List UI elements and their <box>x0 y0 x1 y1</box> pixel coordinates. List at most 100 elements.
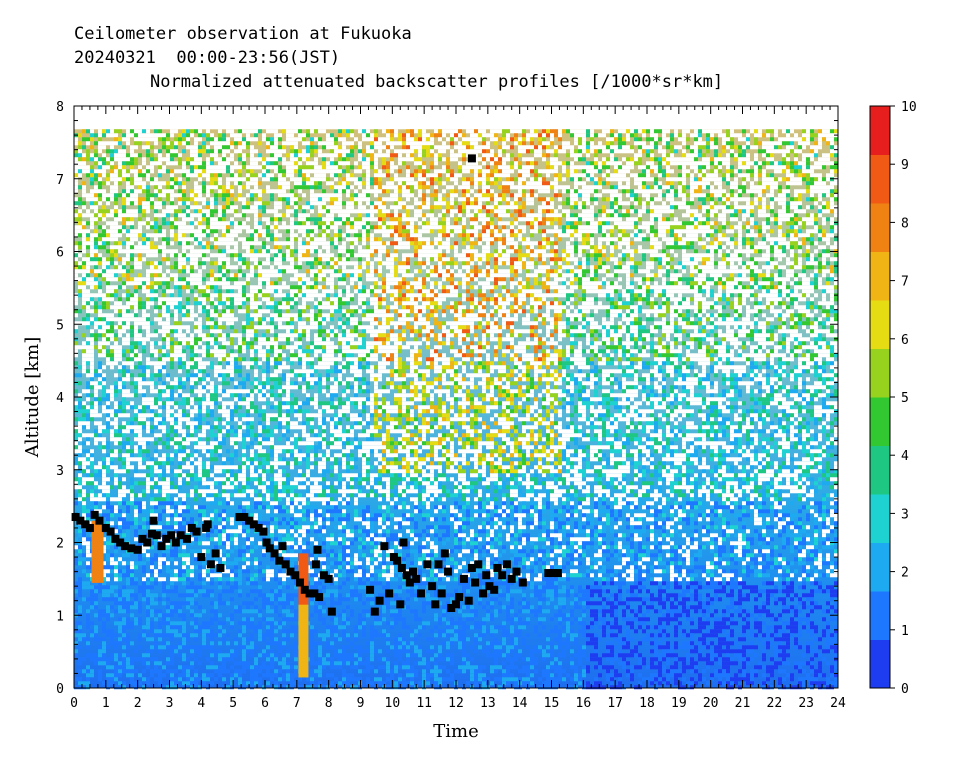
cloud-base-marker <box>176 531 185 540</box>
x-tick-label: 14 <box>512 696 528 711</box>
cloud-base-marker <box>143 538 152 547</box>
cloud-base-marker <box>428 582 437 591</box>
cloud-base-marker <box>440 549 449 558</box>
cloud-base-marker <box>431 600 440 609</box>
x-tick-label: 22 <box>767 696 783 711</box>
colorbar-tick-label: 9 <box>901 158 909 173</box>
cloud-base-marker <box>197 553 206 562</box>
colorbar-segment <box>870 154 890 204</box>
cloud-base-marker <box>147 529 156 538</box>
cloud-base-marker <box>152 531 161 540</box>
x-tick-label: 10 <box>385 696 401 711</box>
cloud-base-marker <box>249 520 258 529</box>
cloud-base-marker <box>127 544 136 553</box>
cloud-base-marker <box>296 578 305 587</box>
cloud-base-marker <box>493 563 502 572</box>
x-tick-label: 3 <box>166 696 174 711</box>
x-tick-label: 9 <box>357 696 365 711</box>
cloud-base-marker <box>490 585 499 594</box>
cloud-base-marker <box>467 154 476 163</box>
x-tick-label: 7 <box>293 696 301 711</box>
cloud-base-marker <box>409 567 418 576</box>
x-axis: 0 1 2 3 4 5 6 7 8 9 10 11 12 13 14 15 16 17 18 19 20 21 22 23 24 <box>70 106 846 711</box>
y-tick-label: 5 <box>56 318 64 333</box>
cloud-base-marker <box>76 516 85 525</box>
x-tick-label: 23 <box>798 696 814 711</box>
x-tick-label: 8 <box>325 696 333 711</box>
colorbar-segment <box>870 348 890 398</box>
colorbar-segment <box>870 106 890 155</box>
cloud-base-marker <box>85 523 94 532</box>
colorbar-tick-label: 3 <box>901 507 909 522</box>
x-tick-label: 19 <box>671 696 687 711</box>
cloud-base-marker <box>116 538 125 547</box>
cloud-base-marker <box>464 596 473 605</box>
y-tick-label: 6 <box>56 246 64 261</box>
cloud-base-marker <box>291 571 300 580</box>
cloud-base-marker <box>183 534 192 543</box>
cloud-base-marker <box>434 560 443 569</box>
colorbar-segment <box>870 591 890 640</box>
y-tick-label: 8 <box>56 100 64 115</box>
colorbar-segment <box>870 397 890 446</box>
cloud-base-marker <box>455 593 464 602</box>
chart-subtitle: Normalized attenuated backscatter profil… <box>150 72 724 92</box>
colorbar-tick-label: 0 <box>901 682 909 697</box>
cloud-base-marker <box>397 563 406 572</box>
x-tick-label: 4 <box>197 696 205 711</box>
cloud-base-marker <box>265 544 274 553</box>
cloud-base-marker <box>216 563 225 572</box>
x-tick-label: 18 <box>639 696 655 711</box>
cloud-base-marker <box>380 542 389 551</box>
cloud-base-marker <box>467 563 476 572</box>
cloud-base-marker <box>370 607 379 616</box>
x-tick-label: 2 <box>134 696 142 711</box>
cloud-base-marker <box>262 538 271 547</box>
cloud-base-marker <box>235 513 244 522</box>
cloud-base-marker <box>278 542 287 551</box>
cloud-base-marker <box>459 574 468 583</box>
y-tick-label: 4 <box>56 391 64 406</box>
y-tick-label: 1 <box>56 609 64 624</box>
cloud-base-marker <box>437 589 446 598</box>
cloud-base-marker <box>101 523 110 532</box>
cloud-base-marker <box>81 520 90 529</box>
cloud-base-marker <box>393 556 402 565</box>
cloud-base-marker <box>149 516 158 525</box>
cloud-base-marker <box>444 567 453 576</box>
colorbar-tick-label: 4 <box>901 449 909 464</box>
cloud-base-marker <box>281 560 290 569</box>
cloud-base-marker <box>90 510 99 519</box>
cloud-base-marker <box>95 516 104 525</box>
cloud-base-marker <box>423 560 432 569</box>
cloud-base-marker <box>416 589 425 598</box>
cloud-base-marker <box>485 582 494 591</box>
chart-title-line2: 20240321 00:00-23:56(JST) <box>74 48 341 68</box>
cloud-base-marker <box>327 607 336 616</box>
cloud-base-marker <box>211 549 220 558</box>
colorbar-tick-label: 6 <box>901 333 909 348</box>
colorbar-segment <box>870 445 890 495</box>
x-tick-label: 1 <box>102 696 110 711</box>
cloud-base-marker <box>498 571 507 580</box>
cloud-base-marker <box>479 589 488 598</box>
cloud-base-marker <box>375 596 384 605</box>
cloud-base-marker <box>405 578 414 587</box>
cloud-base-marker <box>286 567 295 576</box>
cloud-base-marker <box>402 571 411 580</box>
x-tick-label: 21 <box>735 696 751 711</box>
x-tick-label: 15 <box>544 696 560 711</box>
cloud-base-markers <box>71 154 562 616</box>
cloud-base-marker <box>452 600 460 609</box>
backscatter-heatmap <box>74 129 838 690</box>
cloud-base-marker <box>240 513 249 522</box>
cloud-base-marker <box>366 585 375 594</box>
colorbar-tick-label: 8 <box>901 216 909 231</box>
x-tick-label: 0 <box>70 696 78 711</box>
colorbar-segment <box>870 203 890 252</box>
cloud-base-marker <box>507 574 516 583</box>
cloud-base-marker <box>447 603 456 612</box>
cloud-base-marker <box>396 600 405 609</box>
x-tick-label: 6 <box>261 696 269 711</box>
